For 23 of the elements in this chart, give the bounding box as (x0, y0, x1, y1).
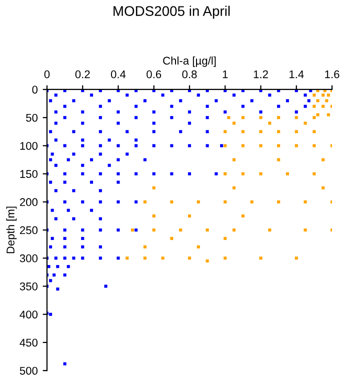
x-tick-label: 1 (222, 70, 228, 78)
y-tick-label: 300 (20, 254, 38, 262)
chart-title: MODS2005 in April (114, 6, 230, 19)
y-tick-label: 50 (26, 114, 38, 122)
x-tick-label: 0.8 (182, 70, 197, 78)
y-tick-label: 350 (20, 282, 38, 290)
y-tick-label: 100 (20, 142, 38, 150)
y-tick-label: 150 (20, 170, 38, 178)
y-tick-label: 0 (32, 86, 38, 94)
x-tick-label: 0 (44, 70, 50, 78)
y-tick-label: 500 (20, 366, 38, 375)
x-tick-label: 0.2 (75, 70, 90, 78)
y-tick-label: 450 (20, 338, 38, 347)
y-axis-title: Depth [m] (6, 206, 17, 254)
x-tick-label: 1.2 (254, 70, 268, 78)
y-tick-label: 400 (20, 310, 38, 318)
y-tick-label: 200 (20, 198, 38, 206)
x-tick-label: 0.4 (110, 70, 126, 78)
x-tick-label: 0.6 (146, 70, 162, 78)
x-axis-title: Chl-a [µg/l] (163, 56, 216, 67)
x-tick-label: 1.4 (290, 70, 304, 78)
x-tick-label: 1.6 (325, 70, 340, 78)
y-tick-label: 250 (20, 226, 38, 234)
